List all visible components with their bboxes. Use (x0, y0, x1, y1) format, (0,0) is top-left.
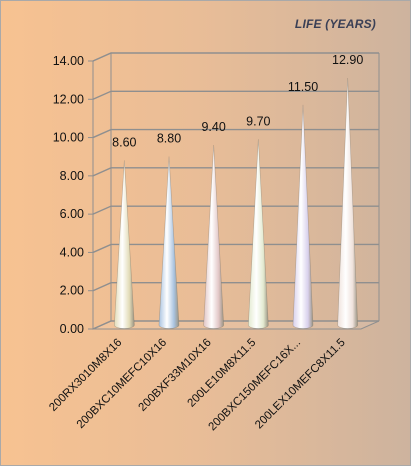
bar-cone (114, 160, 135, 329)
bar-cone (337, 78, 358, 329)
y-tick-label: 12.00 (53, 92, 84, 106)
gridline (92, 243, 379, 254)
y-tick-label: 14.00 (53, 54, 84, 68)
y-tick-label: 10.00 (53, 131, 84, 145)
bar-cone (292, 104, 314, 329)
gridline (92, 90, 379, 100)
data-label: 8.80 (157, 132, 181, 146)
x-tick-label: 200RX3010M8X16 (47, 337, 124, 414)
gridline (92, 128, 379, 139)
gridline (92, 167, 379, 177)
data-label: 9.40 (201, 120, 225, 134)
y-tick-label: 6.00 (60, 207, 84, 221)
chart-title: LIFE (YEARS) (294, 17, 376, 31)
x-tick-label: 200LEX10MEFC8X11.5 (253, 337, 348, 432)
gridline (92, 282, 379, 292)
data-label: 8.60 (112, 135, 136, 149)
bar-cone (248, 139, 269, 329)
gridline (92, 320, 379, 330)
x-tick-label: 200BXC150MEFC16X... (206, 337, 303, 434)
bar-cone (203, 145, 224, 329)
y-tick-label: 4.00 (60, 245, 84, 259)
data-label: 12.90 (332, 53, 363, 67)
floor (92, 320, 380, 330)
side-wall (92, 52, 112, 330)
data-label: 9.70 (246, 114, 270, 128)
y-tick-label: 0.00 (60, 322, 84, 336)
gridline (92, 205, 379, 215)
data-label: 11.50 (288, 80, 318, 94)
bar-cone (158, 156, 180, 329)
y-tick-label: 2.00 (60, 284, 84, 298)
x-tick-label: 200BXC10MEFC10X16 (75, 337, 169, 431)
gridline (92, 52, 379, 62)
y-tick-label: 8.00 (60, 169, 84, 183)
